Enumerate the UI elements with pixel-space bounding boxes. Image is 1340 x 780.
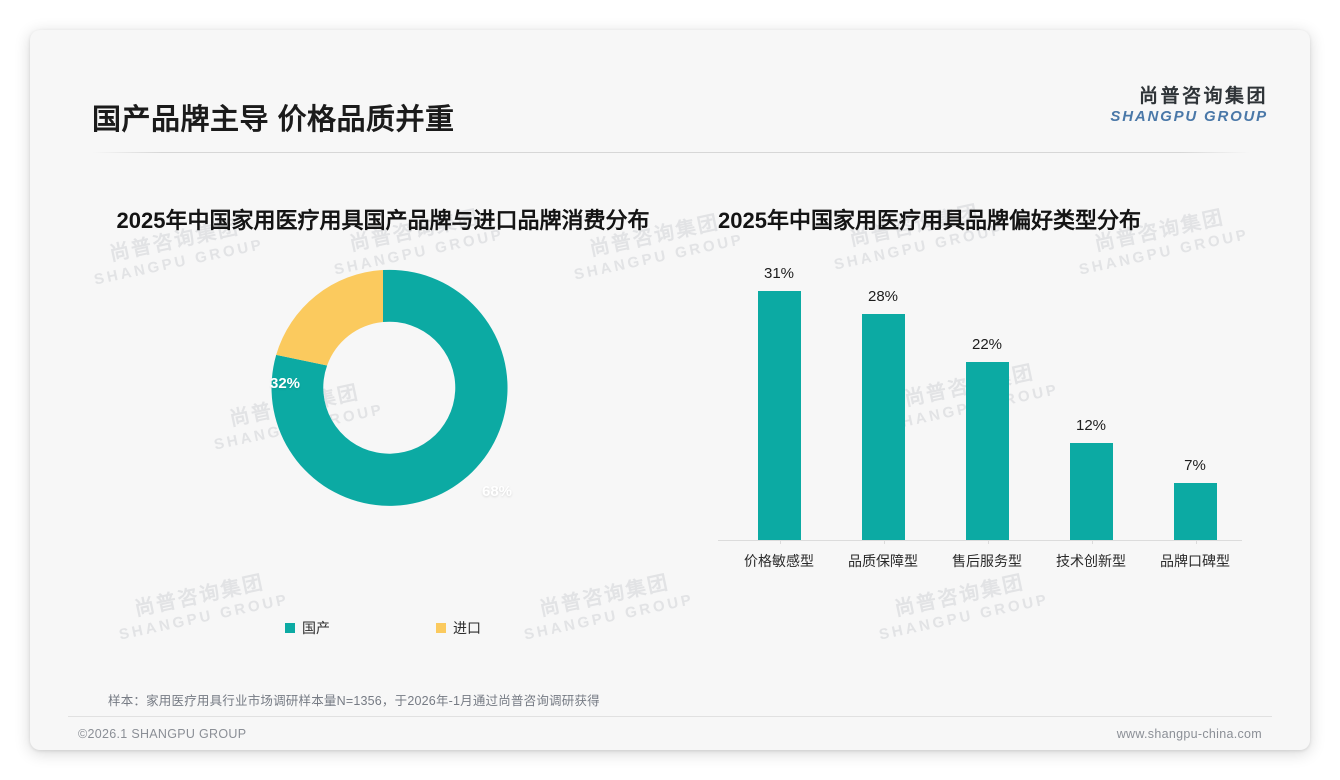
donut-slice-domestic[interactable] [271,270,508,507]
legend-item-import[interactable]: 进口 [436,618,481,638]
source-footnote: 样本：家用医疗用具行业市场调研样本量N=1356，于2026年-1月通过尚普咨询… [108,694,600,708]
brand-name-en: SHANGPU GROUP [1110,107,1268,125]
bar-plot-area: 31% 28% 22% 12% 7% [728,265,1248,540]
axis-tick [780,540,781,544]
bar-category-label: 技术创新型 [1056,553,1126,569]
donut-label-domestic: 68% [482,483,513,500]
bar-value-label: 7% [1184,457,1206,474]
axis-tick [988,540,989,544]
donut-chart-plot [68,258,698,558]
header-divider [92,152,1250,153]
bar-value-label: 22% [971,336,1003,353]
donut-slice-import[interactable] [276,270,383,366]
axis-tick [1196,540,1197,544]
bar-rect[interactable] [1173,483,1217,540]
bar-column[interactable]: 7% [1145,265,1245,540]
slide-footer: ©2026.1 SHANGPU GROUP www.shangpu-china.… [30,716,1310,750]
bar-value-label: 28% [867,288,899,305]
bar-column[interactable]: 22% [937,265,1037,540]
footer-website[interactable]: www.shangpu-china.com [1116,727,1262,741]
legend-label-domestic: 国产 [302,620,330,636]
bar-column[interactable]: 31% [729,265,829,540]
bar-chart-title: 2025年中国家用医疗用具品牌偏好类型分布 [718,208,1141,233]
bar-category-label: 品质保障型 [848,553,918,569]
footer-divider [68,716,1272,717]
slide-header: 国产品牌主导 价格品质并重 尚普咨询集团 SHANGPU GROUP [30,30,1310,136]
bar-rect[interactable] [1069,443,1113,540]
donut-chart-title: 2025年中国家用医疗用具国产品牌与进口品牌消费分布 [116,208,650,233]
legend-label-import: 进口 [453,620,481,636]
bar-category-axis: 价格敏感型 品质保障型 售后服务型 技术创新型 品牌口碑型 [728,551,1248,575]
axis-tick [1092,540,1093,544]
bar-chart-panel: 2025年中国家用医疗用具品牌偏好类型分布 31% 28% 22% 12% 7% 价格敏… [710,205,1270,635]
donut-chart-panel: 2025年中国家用医疗用具国产品牌与进口品牌消费分布 68% 32% 国产 进口 [68,205,698,675]
brand-logo: 尚普咨询集团 SHANGPU GROUP [1110,86,1268,127]
page-title: 国产品牌主导 价格品质并重 [92,104,455,136]
bar-value-label: 12% [1075,417,1107,434]
bar-rect[interactable] [757,291,801,540]
footer-copyright: ©2026.1 SHANGPU GROUP [78,727,247,741]
bar-column[interactable]: 28% [833,265,933,540]
legend-swatch-icon [285,623,295,633]
axis-tick [884,540,885,544]
bar-column[interactable]: 12% [1041,265,1141,540]
donut-legend: 国产 进口 [68,618,698,638]
bar-chart-plot: 31% 28% 22% 12% 7% 价格敏感型 品质保障型 售后服务型 技术创新型 品牌口碑型 [718,265,1258,570]
donut-svg [271,270,508,507]
donut-label-import: 32% [270,375,301,392]
brand-name-cn: 尚普咨询集团 [1138,86,1268,107]
bar-category-label: 价格敏感型 [744,553,814,569]
bar-rect[interactable] [861,314,905,540]
legend-item-domestic[interactable]: 国产 [285,618,330,638]
bar-axis-baseline [718,540,1242,541]
bar-rect[interactable] [965,362,1009,540]
bar-category-label: 售后服务型 [952,553,1022,569]
bar-category-label: 品牌口碑型 [1160,553,1230,569]
bar-value-label: 31% [763,265,795,282]
legend-swatch-icon [436,623,446,633]
slide-card: 尚普咨询集团 SHANGPU GROUP 尚普咨询集团 SHANGPU GROUP … [30,30,1310,750]
